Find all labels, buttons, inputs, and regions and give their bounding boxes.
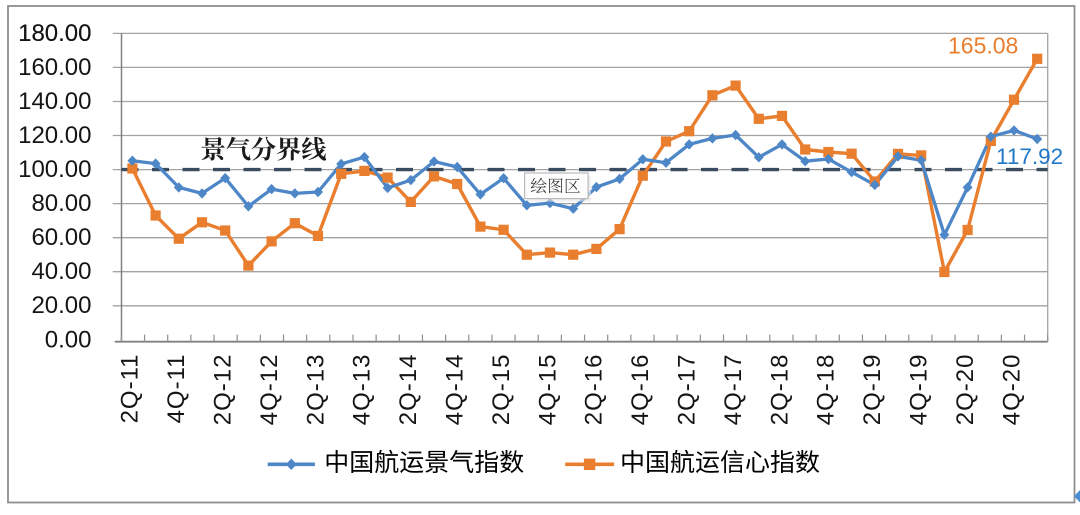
svg-text:20.00: 20.00 xyxy=(31,292,91,319)
svg-text:2Q-13: 2Q-13 xyxy=(302,354,329,426)
svg-text:2Q-14: 2Q-14 xyxy=(395,354,422,426)
svg-text:4Q-16: 4Q-16 xyxy=(627,354,654,426)
svg-text:160.00: 160.00 xyxy=(18,54,91,81)
svg-text:4Q-20: 4Q-20 xyxy=(998,354,1025,426)
svg-text:140.00: 140.00 xyxy=(18,88,91,115)
svg-text:120.00: 120.00 xyxy=(18,122,91,149)
svg-text:2Q-17: 2Q-17 xyxy=(674,354,701,426)
svg-text:2Q-18: 2Q-18 xyxy=(766,354,793,426)
svg-text:4Q-18: 4Q-18 xyxy=(813,354,840,426)
svg-text:4Q-12: 4Q-12 xyxy=(256,354,283,426)
svg-text:40.00: 40.00 xyxy=(31,258,91,285)
svg-text:2Q-12: 2Q-12 xyxy=(210,354,237,426)
svg-text:4Q-11: 4Q-11 xyxy=(163,354,190,424)
svg-text:100.00: 100.00 xyxy=(18,156,91,183)
svg-text:2Q-20: 2Q-20 xyxy=(952,354,979,426)
svg-text:4Q-17: 4Q-17 xyxy=(720,354,747,426)
svg-text:80.00: 80.00 xyxy=(31,190,91,217)
svg-text:2Q-19: 2Q-19 xyxy=(859,354,886,426)
svg-text:60.00: 60.00 xyxy=(31,224,91,251)
svg-text:4Q-15: 4Q-15 xyxy=(534,354,561,426)
svg-text:4Q-14: 4Q-14 xyxy=(442,354,469,426)
svg-text:0.00: 0.00 xyxy=(45,326,92,353)
svg-text:2Q-11: 2Q-11 xyxy=(117,354,144,424)
svg-text:117.92: 117.92 xyxy=(996,144,1063,169)
svg-text:2Q-16: 2Q-16 xyxy=(581,354,608,426)
svg-text:2Q-15: 2Q-15 xyxy=(488,354,515,426)
svg-text:165.08: 165.08 xyxy=(948,33,1018,59)
svg-text:4Q-13: 4Q-13 xyxy=(349,354,376,426)
svg-text:180.00: 180.00 xyxy=(18,20,91,47)
svg-text:4Q-19: 4Q-19 xyxy=(906,354,933,426)
svg-text:180.00: 180.00 xyxy=(18,20,91,47)
